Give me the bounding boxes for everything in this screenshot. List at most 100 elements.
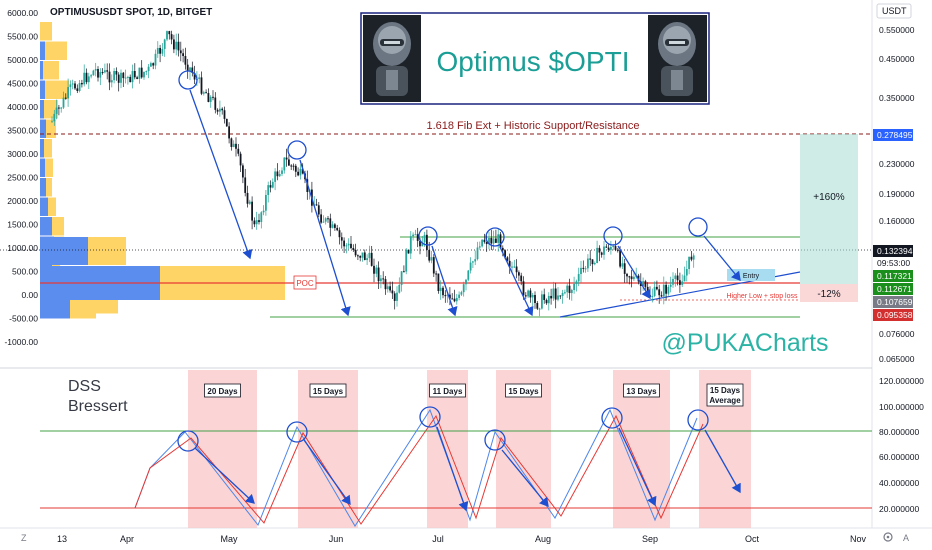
candle-body (416, 234, 419, 241)
candle-body (138, 67, 141, 79)
left-tick-label: 3000.00 (7, 149, 38, 159)
candle-body (600, 252, 603, 255)
candle-body (435, 273, 437, 275)
candle-body (492, 238, 495, 244)
candle-body (265, 194, 267, 211)
candle-body (662, 284, 665, 297)
indicator-peak-circle (601, 407, 623, 429)
volume-bar-sell (88, 237, 126, 265)
cycle-label: Average (709, 396, 741, 405)
poc-label: POC (296, 279, 314, 288)
candle-body (198, 77, 201, 80)
time-axis: 13 Apr May Jun Jul Aug Sep Oct Nov (57, 534, 867, 544)
right-tick-label: 0.160000 (879, 216, 915, 226)
candle-body (409, 236, 412, 254)
candle-body (603, 246, 605, 255)
candle-body (474, 259, 477, 262)
candle-body (653, 286, 656, 297)
volume-bar-buy (40, 158, 45, 177)
banner: Optimus $OPTI (360, 12, 710, 105)
candle-body (570, 289, 573, 294)
candle-body (389, 286, 391, 291)
candle-body (612, 246, 615, 248)
settings-gear-icon[interactable] (883, 532, 893, 542)
candle-body (564, 292, 566, 294)
candle-body (430, 257, 433, 261)
auto-scale-icon[interactable]: A (903, 533, 909, 543)
indicator-peak-circle (687, 409, 709, 431)
candle-body (133, 70, 136, 78)
candle-body (547, 295, 550, 304)
candle-body (235, 143, 237, 149)
candle-body (152, 63, 155, 66)
candlestick-series[interactable] (51, 30, 695, 317)
candle-body (685, 269, 688, 276)
candle-body (568, 285, 571, 294)
candle-body (239, 153, 242, 166)
candle-body (207, 93, 210, 102)
indicator-pane[interactable]: 20 Days 15 Days 11 Days 15 Days 13 Days 15 Da… (40, 370, 924, 528)
candle-body (127, 76, 129, 78)
candle-body (584, 268, 587, 270)
candle-body (676, 275, 679, 281)
chart-symbol-title[interactable]: OPTIMUSUSDT SPOT, 1D, BITGET (50, 7, 212, 18)
candle-body (76, 88, 79, 91)
candle-body (580, 267, 582, 275)
stop-zone[interactable] (800, 284, 858, 302)
zoom-icon[interactable]: Z (21, 533, 27, 543)
candle-body (488, 237, 490, 245)
candle-body (596, 247, 598, 264)
candle-body (679, 280, 681, 285)
candle-body (497, 234, 500, 243)
candle-body (294, 165, 297, 172)
candle-body (329, 218, 332, 228)
dss-main-line (134, 414, 704, 525)
candle-body (274, 171, 276, 182)
candle-body (515, 266, 518, 273)
left-tick-label: -1000.00 (4, 337, 38, 347)
price-label: 0.107659 (877, 297, 913, 307)
candle-body (672, 278, 674, 285)
volume-bar-sell (52, 217, 64, 236)
candle-body (354, 249, 357, 256)
candle-body (189, 67, 191, 72)
price-label: 0.132394 (877, 246, 913, 256)
candle-body (527, 290, 529, 297)
candle-body (501, 247, 504, 251)
cycle-label: 13 Days (626, 387, 657, 396)
candle-body (444, 295, 447, 297)
candle-body (191, 67, 194, 73)
move-arrow (617, 245, 651, 300)
move-arrow (431, 245, 458, 317)
candle-body (340, 237, 343, 241)
right-tick-label: 0.076000 (879, 329, 915, 339)
candle-body (375, 267, 378, 274)
candle-body (460, 292, 463, 295)
time-tick-label: Nov (850, 534, 867, 544)
cycle-label-box (505, 383, 542, 398)
candle-body (278, 173, 281, 177)
candle-body (117, 74, 120, 83)
candle-body (140, 67, 143, 78)
target-zone[interactable] (800, 134, 858, 284)
volume-bar-buy (40, 119, 46, 138)
price-label-box (873, 296, 913, 308)
time-tick-label: Oct (745, 534, 760, 544)
candle-body (62, 97, 65, 108)
candle-body (179, 50, 182, 54)
candle-body (536, 302, 539, 309)
higher-low-label: Higher Low + stop loss (726, 293, 798, 300)
currency-badge[interactable] (876, 3, 912, 19)
time-tick-label: Sep (642, 534, 658, 544)
candle-body (485, 241, 488, 245)
candle-body (69, 84, 72, 88)
cycle-label-box (706, 383, 744, 407)
candle-body (688, 256, 690, 270)
candle-body (166, 31, 168, 40)
candle-body (541, 294, 543, 309)
left-tick-label: 500.00 (12, 267, 38, 277)
candle-body (469, 262, 472, 271)
candle-body (163, 39, 166, 49)
candle-body (85, 72, 88, 83)
